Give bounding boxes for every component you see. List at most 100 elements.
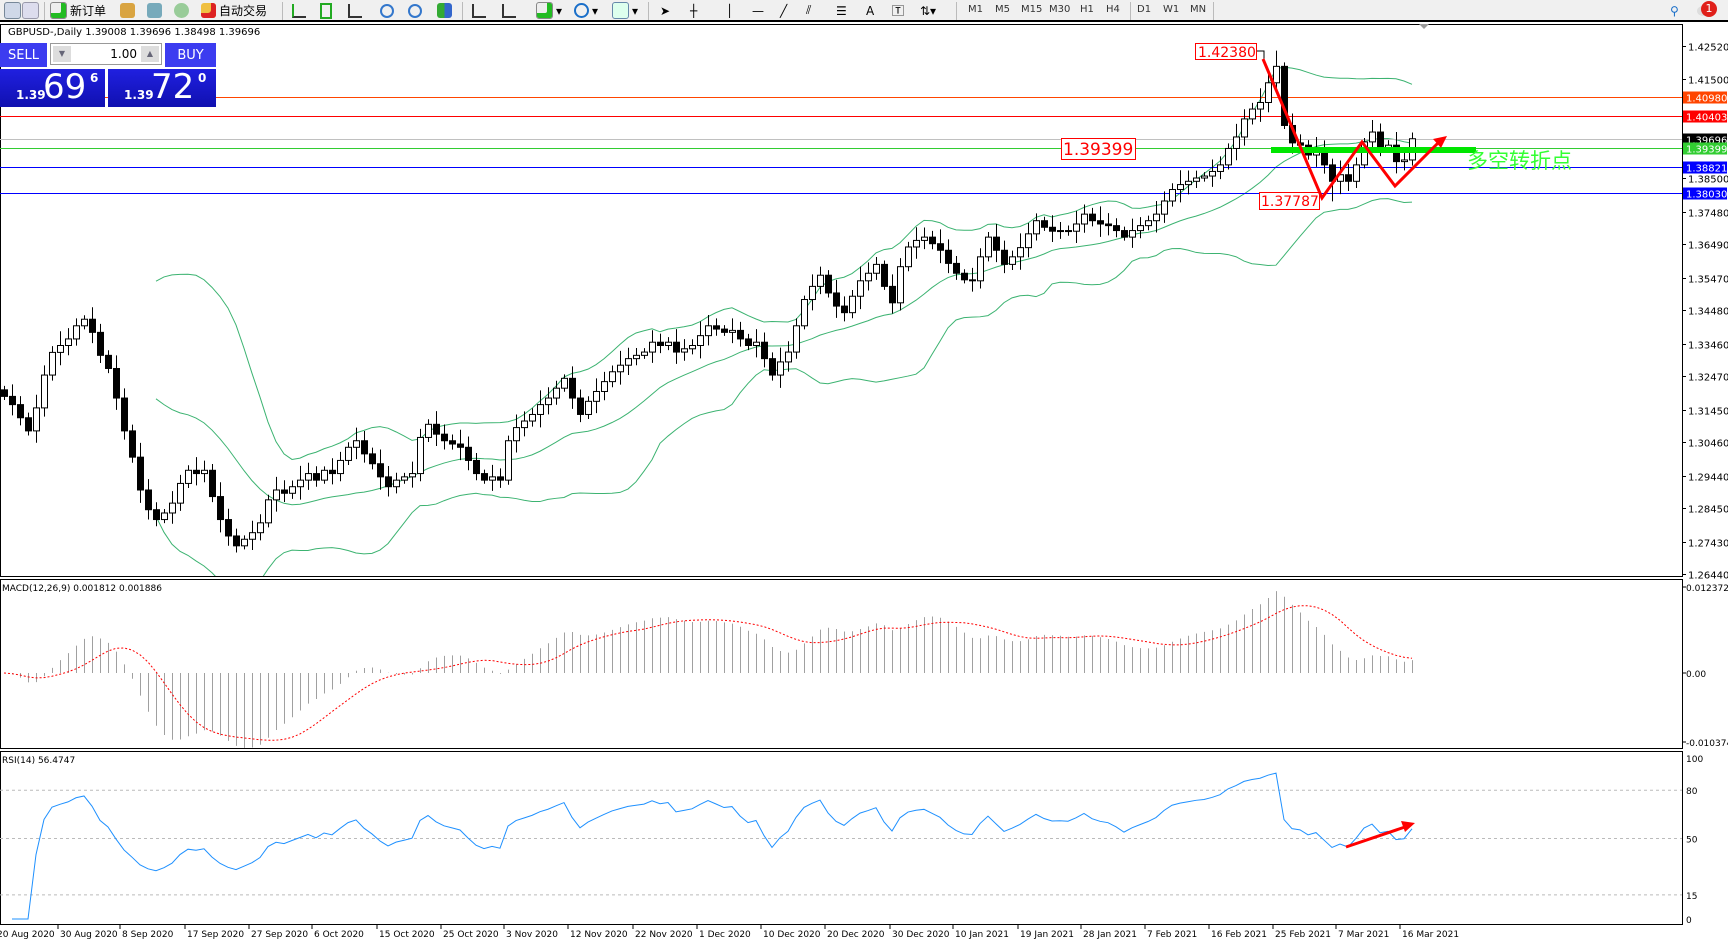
timeframe-m15[interactable]: M15 <box>1021 4 1043 15</box>
candle-bull <box>33 407 40 432</box>
level-price-box <box>1683 142 1727 155</box>
candle-bear <box>281 489 288 494</box>
candle-bull <box>1369 131 1376 143</box>
low-label: 1.37787 <box>1261 194 1319 210</box>
sell-price-box[interactable]: 1.39 69 6 <box>0 67 105 107</box>
candle-bull <box>1401 159 1408 163</box>
candle-bear <box>153 509 160 521</box>
candle-bull <box>897 266 904 304</box>
price-tick-label: 1.32470 <box>1688 373 1728 384</box>
level-price-label: 1.40980 <box>1686 94 1727 105</box>
candle-bull <box>353 440 360 448</box>
fibonacci-icon: ☰ <box>836 3 847 18</box>
text-label-button[interactable]: 🅃 <box>892 2 904 19</box>
auto-trading-icon <box>201 3 216 18</box>
candle-bull <box>617 364 624 373</box>
buy-price-box[interactable]: 1.39 72 0 <box>108 67 216 107</box>
macd-tick-label: 0.012372 <box>1686 584 1728 594</box>
periods-button[interactable]: ▾ <box>574 2 598 19</box>
signals-button[interactable] <box>174 2 189 19</box>
auto-trading-button[interactable]: 自动交易 <box>201 2 267 19</box>
lot-decrease-button[interactable]: ▼ <box>53 46 71 62</box>
indicators-button[interactable]: ▾ <box>536 2 562 19</box>
notifications-button[interactable]: 1 <box>1695 0 1725 20</box>
book-icon <box>120 3 135 18</box>
horizontal-line-button[interactable]: — <box>752 2 764 19</box>
profiles-button[interactable] <box>22 2 39 19</box>
candle-bear <box>233 535 240 547</box>
lot-size-input[interactable]: ▼ 1.00 ▲ <box>50 43 162 65</box>
vertical-line-button[interactable]: │ <box>726 2 733 19</box>
new-order-button[interactable]: 新订单 <box>50 2 106 19</box>
candle-bear <box>993 236 1000 251</box>
fibonacci-button[interactable]: ☰ <box>836 2 847 19</box>
auto-scroll-button[interactable] <box>472 2 486 19</box>
candle-bear <box>1041 220 1048 228</box>
rsi-tick-label: 100 <box>1686 755 1703 765</box>
candle-bull <box>41 374 48 409</box>
tile-windows-button[interactable] <box>437 2 452 19</box>
line-chart-button[interactable] <box>348 2 362 19</box>
timeframe-h4[interactable]: H4 <box>1106 4 1120 15</box>
date-tick-label: 22 Nov 2020 <box>635 930 693 940</box>
candle-bull <box>681 348 688 353</box>
timeframe-w1[interactable]: W1 <box>1163 4 1180 15</box>
indicators-icon <box>536 2 553 19</box>
level-price-label: 1.39696 <box>1686 136 1727 147</box>
templates-button[interactable]: ▾ <box>612 2 638 19</box>
lot-increase-button[interactable]: ▲ <box>141 46 159 62</box>
new-chart-button[interactable] <box>4 2 21 19</box>
vertical-line-icon: │ <box>726 3 734 18</box>
candle-bull <box>545 397 552 406</box>
timeframe-m5[interactable]: M5 <box>995 4 1010 15</box>
timeframe-h1[interactable]: H1 <box>1080 4 1094 15</box>
low-label-box <box>1259 192 1320 210</box>
chart-header: GBPUSD-,Daily 1.39008 1.39696 1.38498 1.… <box>8 27 261 38</box>
candle-bear <box>129 430 136 458</box>
crosshair-button[interactable]: ┼ <box>690 2 697 19</box>
date-tick-label: 12 Nov 2020 <box>570 930 628 940</box>
zoom-in-button[interactable] <box>380 2 394 19</box>
text-button[interactable]: A <box>866 2 874 19</box>
timeframe-d1[interactable]: D1 <box>1137 4 1152 15</box>
timeframe-m1[interactable]: M1 <box>968 4 983 15</box>
candle-bull <box>1057 230 1064 233</box>
arrows-button[interactable]: ⇅▾ <box>920 2 936 19</box>
sell-price-pips: 69 <box>43 67 87 107</box>
price-tick-label: 1.38500 <box>1688 175 1728 186</box>
date-tick-label: 8 Sep 2020 <box>122 930 174 940</box>
candle-bull <box>625 358 632 366</box>
bar-chart-button[interactable] <box>292 2 306 19</box>
date-tick-label: 3 Nov 2020 <box>506 930 558 940</box>
sell-button[interactable]: SELL <box>0 43 47 67</box>
buy-button[interactable]: BUY <box>165 43 216 67</box>
candle-bear <box>497 476 504 481</box>
new-order-label: 新订单 <box>70 4 107 18</box>
buy-price-pips: 72 <box>151 67 195 107</box>
high-label-box <box>1195 43 1257 60</box>
candle-bull <box>1249 108 1256 120</box>
price-tick-label: 1.36490 <box>1688 241 1728 252</box>
equidistant-channel-button[interactable]: ⫽ <box>806 2 811 19</box>
candle-bear <box>193 469 200 475</box>
candle-bear <box>377 463 384 478</box>
timeframe-mn[interactable]: MN <box>1190 4 1207 15</box>
timeframe-m30[interactable]: M30 <box>1049 4 1071 15</box>
candlestick-button[interactable] <box>320 2 332 19</box>
price-tick-label: 1.35470 <box>1688 275 1728 286</box>
date-tick-label: 16 Mar 2021 <box>1402 930 1459 940</box>
candle-bull <box>857 280 864 297</box>
search-button[interactable]: ⚲ <box>1670 2 1679 19</box>
cursor-button[interactable]: ➤ <box>660 2 670 19</box>
zoom-out-button[interactable] <box>408 2 422 19</box>
chart-shift-button[interactable] <box>502 2 516 19</box>
level-price-label: 1.39399 <box>1686 145 1727 156</box>
metaeditor-button[interactable] <box>120 2 135 19</box>
candle-bear <box>137 456 144 491</box>
search-icon: ⚲ <box>1670 3 1679 18</box>
date-tick-label: 7 Feb 2021 <box>1147 930 1197 940</box>
terminal-button[interactable] <box>147 2 162 19</box>
trendline-button[interactable]: ╱ <box>780 2 787 19</box>
candle-bear <box>1097 220 1104 225</box>
